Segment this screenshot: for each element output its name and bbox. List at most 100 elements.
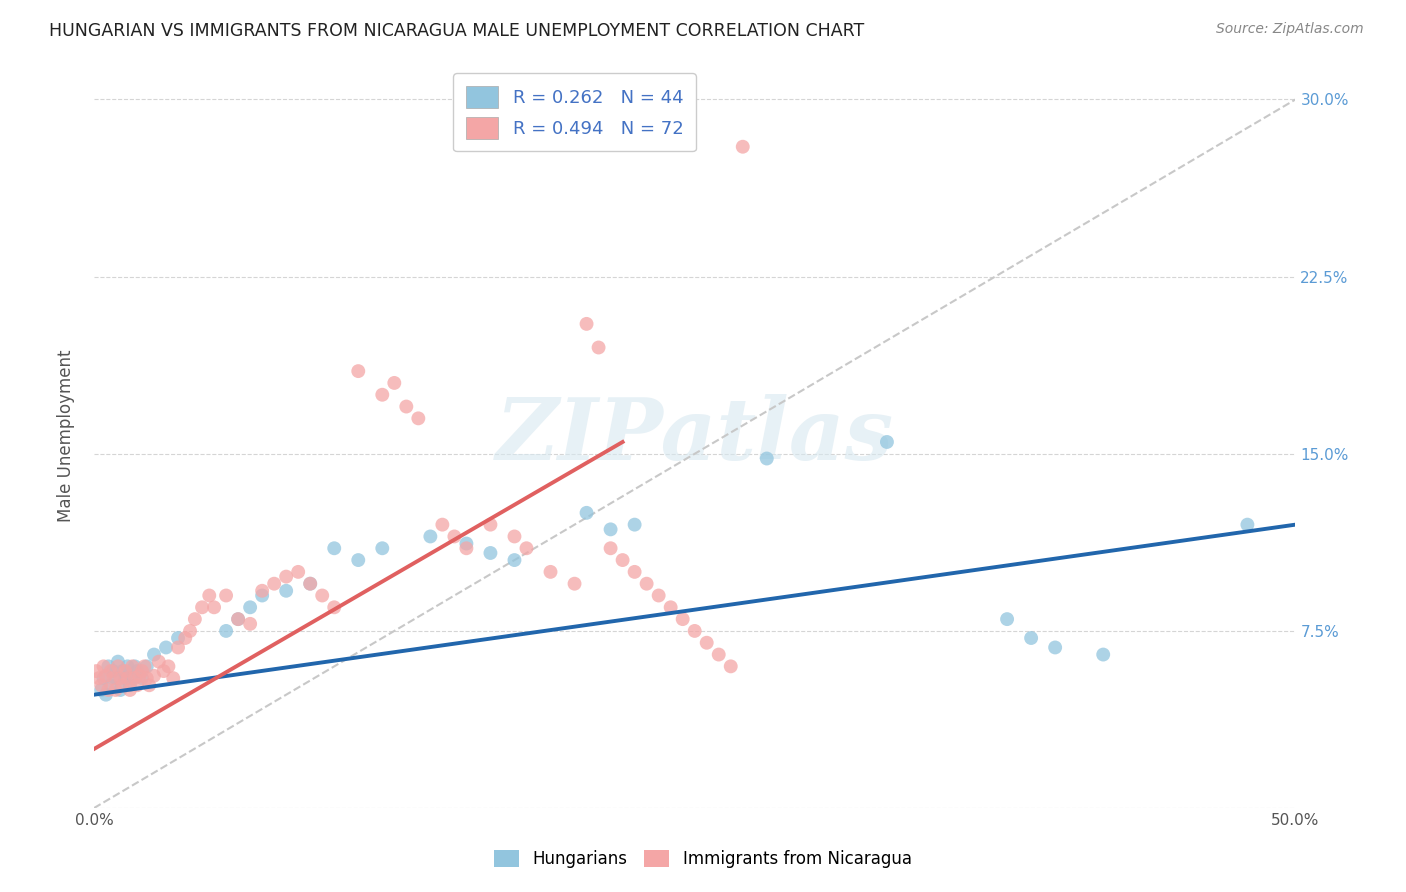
Point <box>101 664 124 678</box>
Point <box>540 565 562 579</box>
Point <box>155 640 177 655</box>
Point <box>659 600 682 615</box>
Point <box>276 569 298 583</box>
Point <box>117 659 139 673</box>
Point <box>287 565 309 579</box>
Point <box>599 541 621 556</box>
Point <box>100 678 122 692</box>
Point <box>97 659 120 673</box>
Point <box>250 583 273 598</box>
Point <box>143 669 166 683</box>
Point <box>111 678 134 692</box>
Y-axis label: Male Unemployment: Male Unemployment <box>58 350 75 523</box>
Point <box>588 341 610 355</box>
Point <box>97 683 120 698</box>
Point <box>479 517 502 532</box>
Point <box>152 664 174 678</box>
Point <box>131 664 153 678</box>
Point <box>382 376 405 390</box>
Point <box>503 529 526 543</box>
Point <box>515 541 537 556</box>
Point <box>1043 640 1066 655</box>
Point <box>184 612 207 626</box>
Point <box>456 541 478 556</box>
Point <box>134 659 156 673</box>
Point <box>162 671 184 685</box>
Point <box>157 659 180 673</box>
Point <box>755 451 778 466</box>
Point <box>323 600 346 615</box>
Point <box>191 600 214 615</box>
Point <box>127 678 149 692</box>
Point <box>696 636 718 650</box>
Point <box>575 506 598 520</box>
Point <box>124 659 146 673</box>
Point <box>94 669 117 683</box>
Point <box>118 678 141 692</box>
Point <box>128 669 150 683</box>
Point <box>100 664 122 678</box>
Point <box>148 655 170 669</box>
Point <box>90 678 112 692</box>
Point <box>623 517 645 532</box>
Point <box>263 576 285 591</box>
Point <box>111 664 134 678</box>
Point <box>90 683 112 698</box>
Point <box>623 565 645 579</box>
Point <box>432 517 454 532</box>
Point <box>311 589 333 603</box>
Point <box>143 648 166 662</box>
Point <box>1236 517 1258 532</box>
Point <box>299 576 322 591</box>
Point <box>599 522 621 536</box>
Point <box>110 683 132 698</box>
Point <box>239 616 262 631</box>
Point <box>101 671 124 685</box>
Point <box>198 589 221 603</box>
Point <box>239 600 262 615</box>
Point <box>636 576 658 591</box>
Point <box>347 553 370 567</box>
Point <box>93 671 115 685</box>
Point <box>114 671 136 685</box>
Point <box>276 583 298 598</box>
Point <box>408 411 430 425</box>
Point <box>456 536 478 550</box>
Point <box>995 612 1018 626</box>
Point <box>127 664 149 678</box>
Point <box>672 612 695 626</box>
Point <box>1092 648 1115 662</box>
Point <box>215 589 238 603</box>
Text: Source: ZipAtlas.com: Source: ZipAtlas.com <box>1216 22 1364 37</box>
Point <box>179 624 201 638</box>
Point <box>1019 631 1042 645</box>
Point <box>167 640 190 655</box>
Point <box>707 648 730 662</box>
Point <box>135 671 157 685</box>
Point <box>138 678 160 692</box>
Point <box>94 688 117 702</box>
Point <box>250 589 273 603</box>
Point <box>419 529 441 543</box>
Text: ZIPatlas: ZIPatlas <box>496 394 894 478</box>
Point <box>121 671 143 685</box>
Point <box>575 317 598 331</box>
Point <box>683 624 706 638</box>
Point <box>131 671 153 685</box>
Point <box>720 659 742 673</box>
Point <box>135 659 157 673</box>
Point <box>479 546 502 560</box>
Point <box>323 541 346 556</box>
Point <box>395 400 418 414</box>
Point <box>443 529 465 543</box>
Point <box>87 671 110 685</box>
Point <box>86 664 108 678</box>
Point <box>117 671 139 685</box>
Legend: Hungarians, Immigrants from Nicaragua: Hungarians, Immigrants from Nicaragua <box>488 843 918 875</box>
Point <box>107 655 129 669</box>
Point <box>110 671 132 685</box>
Point <box>876 434 898 449</box>
Point <box>371 388 394 402</box>
Legend: R = 0.262   N = 44, R = 0.494   N = 72: R = 0.262 N = 44, R = 0.494 N = 72 <box>453 73 696 152</box>
Point <box>104 671 127 685</box>
